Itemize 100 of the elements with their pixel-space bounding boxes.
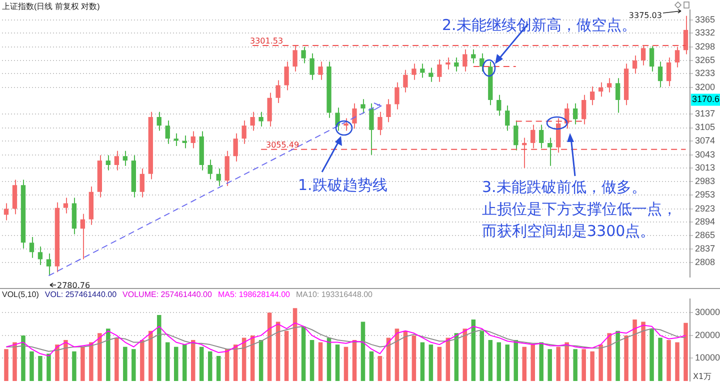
y-tick-label: 10000 (695, 352, 720, 363)
bar (360, 322, 366, 381)
y-axis-title: X1万 (693, 372, 712, 382)
y-tick-label: 2837 (695, 243, 716, 254)
bar (454, 333, 459, 381)
bar (352, 340, 357, 381)
annotation: 3055.49 (266, 140, 300, 150)
y-tick-label: 2983 (695, 176, 716, 186)
bar (658, 338, 662, 381)
candlestick (156, 111, 162, 132)
chart-title: 上证指数(日线 前复权 对数) (2, 2, 100, 11)
y-tick-label: 2894 (695, 216, 716, 227)
candlestick (106, 154, 111, 171)
bar (530, 344, 535, 381)
bar (420, 342, 425, 381)
text: MA5: 198628144.00 (218, 290, 290, 299)
candlestick (267, 92, 272, 127)
candlestick (233, 132, 238, 162)
candlestick (615, 78, 620, 114)
candlestick (403, 69, 408, 93)
y-tick-label: 3074 (695, 136, 716, 146)
bar (335, 344, 340, 381)
bar (471, 320, 476, 381)
bar (573, 349, 578, 381)
candlestick (437, 59, 442, 82)
bar (174, 346, 178, 381)
bar (190, 340, 196, 381)
bar (369, 351, 374, 381)
candlestick (344, 118, 348, 132)
candlestick (301, 46, 306, 64)
y-tick-label: 3137 (695, 108, 716, 118)
y-tick-label: 2923 (695, 203, 716, 214)
candlestick (446, 57, 450, 70)
candlestick (12, 179, 18, 215)
y-tick-label: 3233 (695, 68, 716, 78)
annotation: 1.跌破趋势线 (298, 176, 388, 194)
bar (684, 322, 688, 381)
y-tick-label: 2953 (695, 190, 716, 200)
y-tick-label: 3105 (695, 122, 716, 132)
bar (666, 340, 671, 381)
candlestick (114, 150, 120, 171)
candlestick (318, 61, 323, 80)
candlestick (514, 120, 518, 151)
y-tick-label: 3265 (695, 54, 716, 65)
candlestick (590, 86, 595, 106)
candlestick (284, 61, 289, 91)
candlestick (46, 253, 52, 276)
bar (21, 335, 26, 381)
candlestick (606, 78, 612, 93)
candlestick (548, 137, 552, 166)
chart-title: VOL(5,10) (2, 290, 39, 299)
bar (208, 351, 212, 381)
candlestick (276, 80, 280, 104)
bar (114, 338, 119, 381)
candlestick (216, 168, 221, 187)
y-tick-label: 20000 (695, 330, 720, 340)
candlestick (572, 102, 578, 125)
bar (258, 340, 264, 381)
candlestick (462, 48, 468, 72)
candlestick (38, 246, 43, 266)
annotation: VOL: 257461440.00 (44, 290, 117, 299)
candlestick (505, 104, 510, 132)
y-tick-label: 30000 (695, 307, 720, 318)
candlestick (242, 120, 246, 144)
candlestick (632, 54, 638, 74)
bar (496, 342, 502, 381)
annotation: 而获利空间却是3300点。 (482, 222, 656, 240)
bar (12, 342, 17, 381)
candlestick (666, 57, 672, 87)
candlestick (674, 46, 680, 68)
bar (89, 342, 94, 381)
bar (480, 330, 484, 381)
bar (98, 333, 102, 381)
bar (522, 346, 526, 381)
candlestick (640, 46, 646, 66)
bar (38, 356, 42, 381)
candlestick (556, 118, 561, 154)
bar (55, 344, 60, 381)
candlestick (360, 98, 366, 114)
bar (403, 330, 408, 381)
candlestick (539, 124, 544, 149)
candlestick (352, 102, 357, 130)
bar (462, 328, 468, 381)
bar (157, 314, 162, 381)
bar (276, 322, 280, 381)
candlestick (581, 94, 586, 125)
candlestick (683, 15, 688, 55)
bar (624, 335, 628, 381)
bar (199, 346, 204, 381)
bar (166, 342, 170, 381)
bar (539, 342, 544, 381)
candlestick (530, 124, 536, 149)
candlestick (250, 111, 255, 132)
bar (632, 320, 637, 381)
y-tick-label: 3013 (695, 162, 716, 173)
bar (30, 351, 34, 381)
y-tick-label: 2865 (695, 230, 716, 240)
bar (64, 340, 68, 381)
candlestick (496, 94, 502, 116)
bar (505, 344, 510, 381)
